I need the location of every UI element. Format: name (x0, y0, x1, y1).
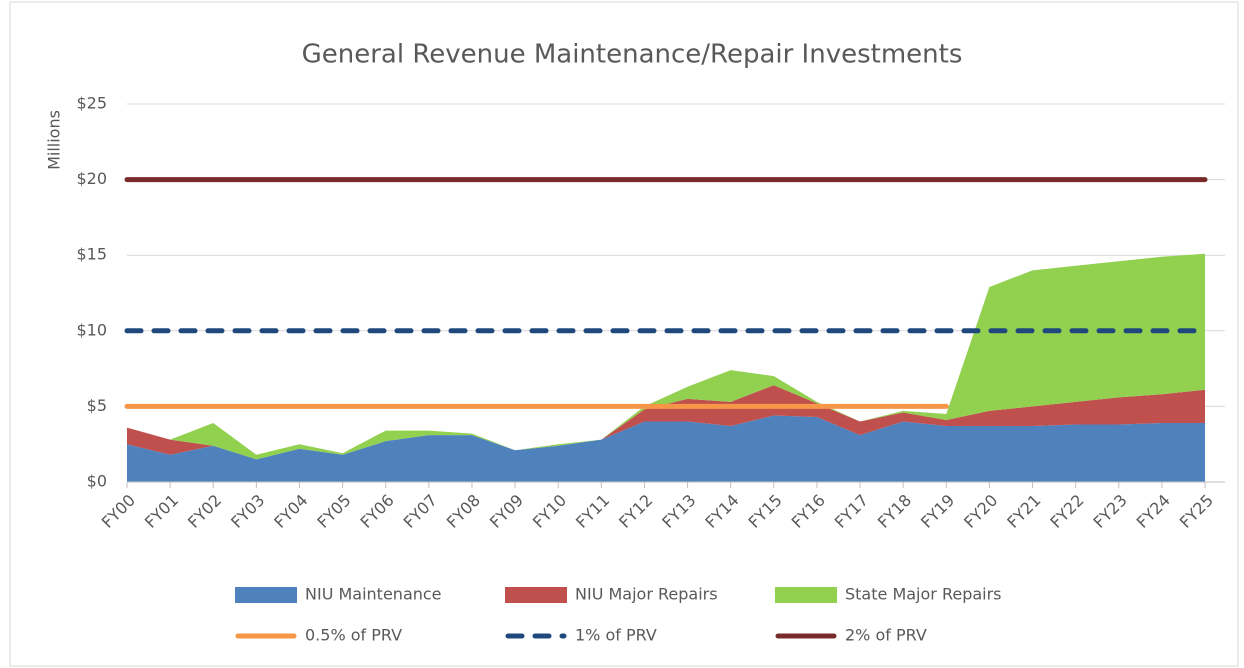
legend-swatch (505, 587, 567, 603)
legend-label: NIU Maintenance (305, 585, 442, 604)
legend-label: NIU Major Repairs (575, 585, 718, 604)
y-tick-label: $25 (76, 94, 107, 113)
y-tick-label: $5 (87, 396, 107, 415)
y-tick-label: $20 (76, 169, 107, 188)
chart-title: General Revenue Maintenance/Repair Inves… (302, 40, 963, 70)
legend-label: 2% of PRV (845, 626, 927, 645)
legend-swatch (235, 587, 297, 603)
area (127, 253, 1205, 460)
legend-label: State Major Repairs (845, 585, 1002, 604)
y-tick-label: $15 (76, 245, 107, 264)
legend-swatch (775, 587, 837, 603)
legend-label: 1% of PRV (575, 626, 657, 645)
y-axis-label: Millions (45, 110, 64, 170)
area (127, 415, 1205, 482)
legend-label: 0.5% of PRV (305, 626, 402, 645)
area (127, 385, 1205, 460)
y-tick-label: $10 (76, 320, 107, 339)
y-tick-label: $0 (87, 472, 107, 491)
